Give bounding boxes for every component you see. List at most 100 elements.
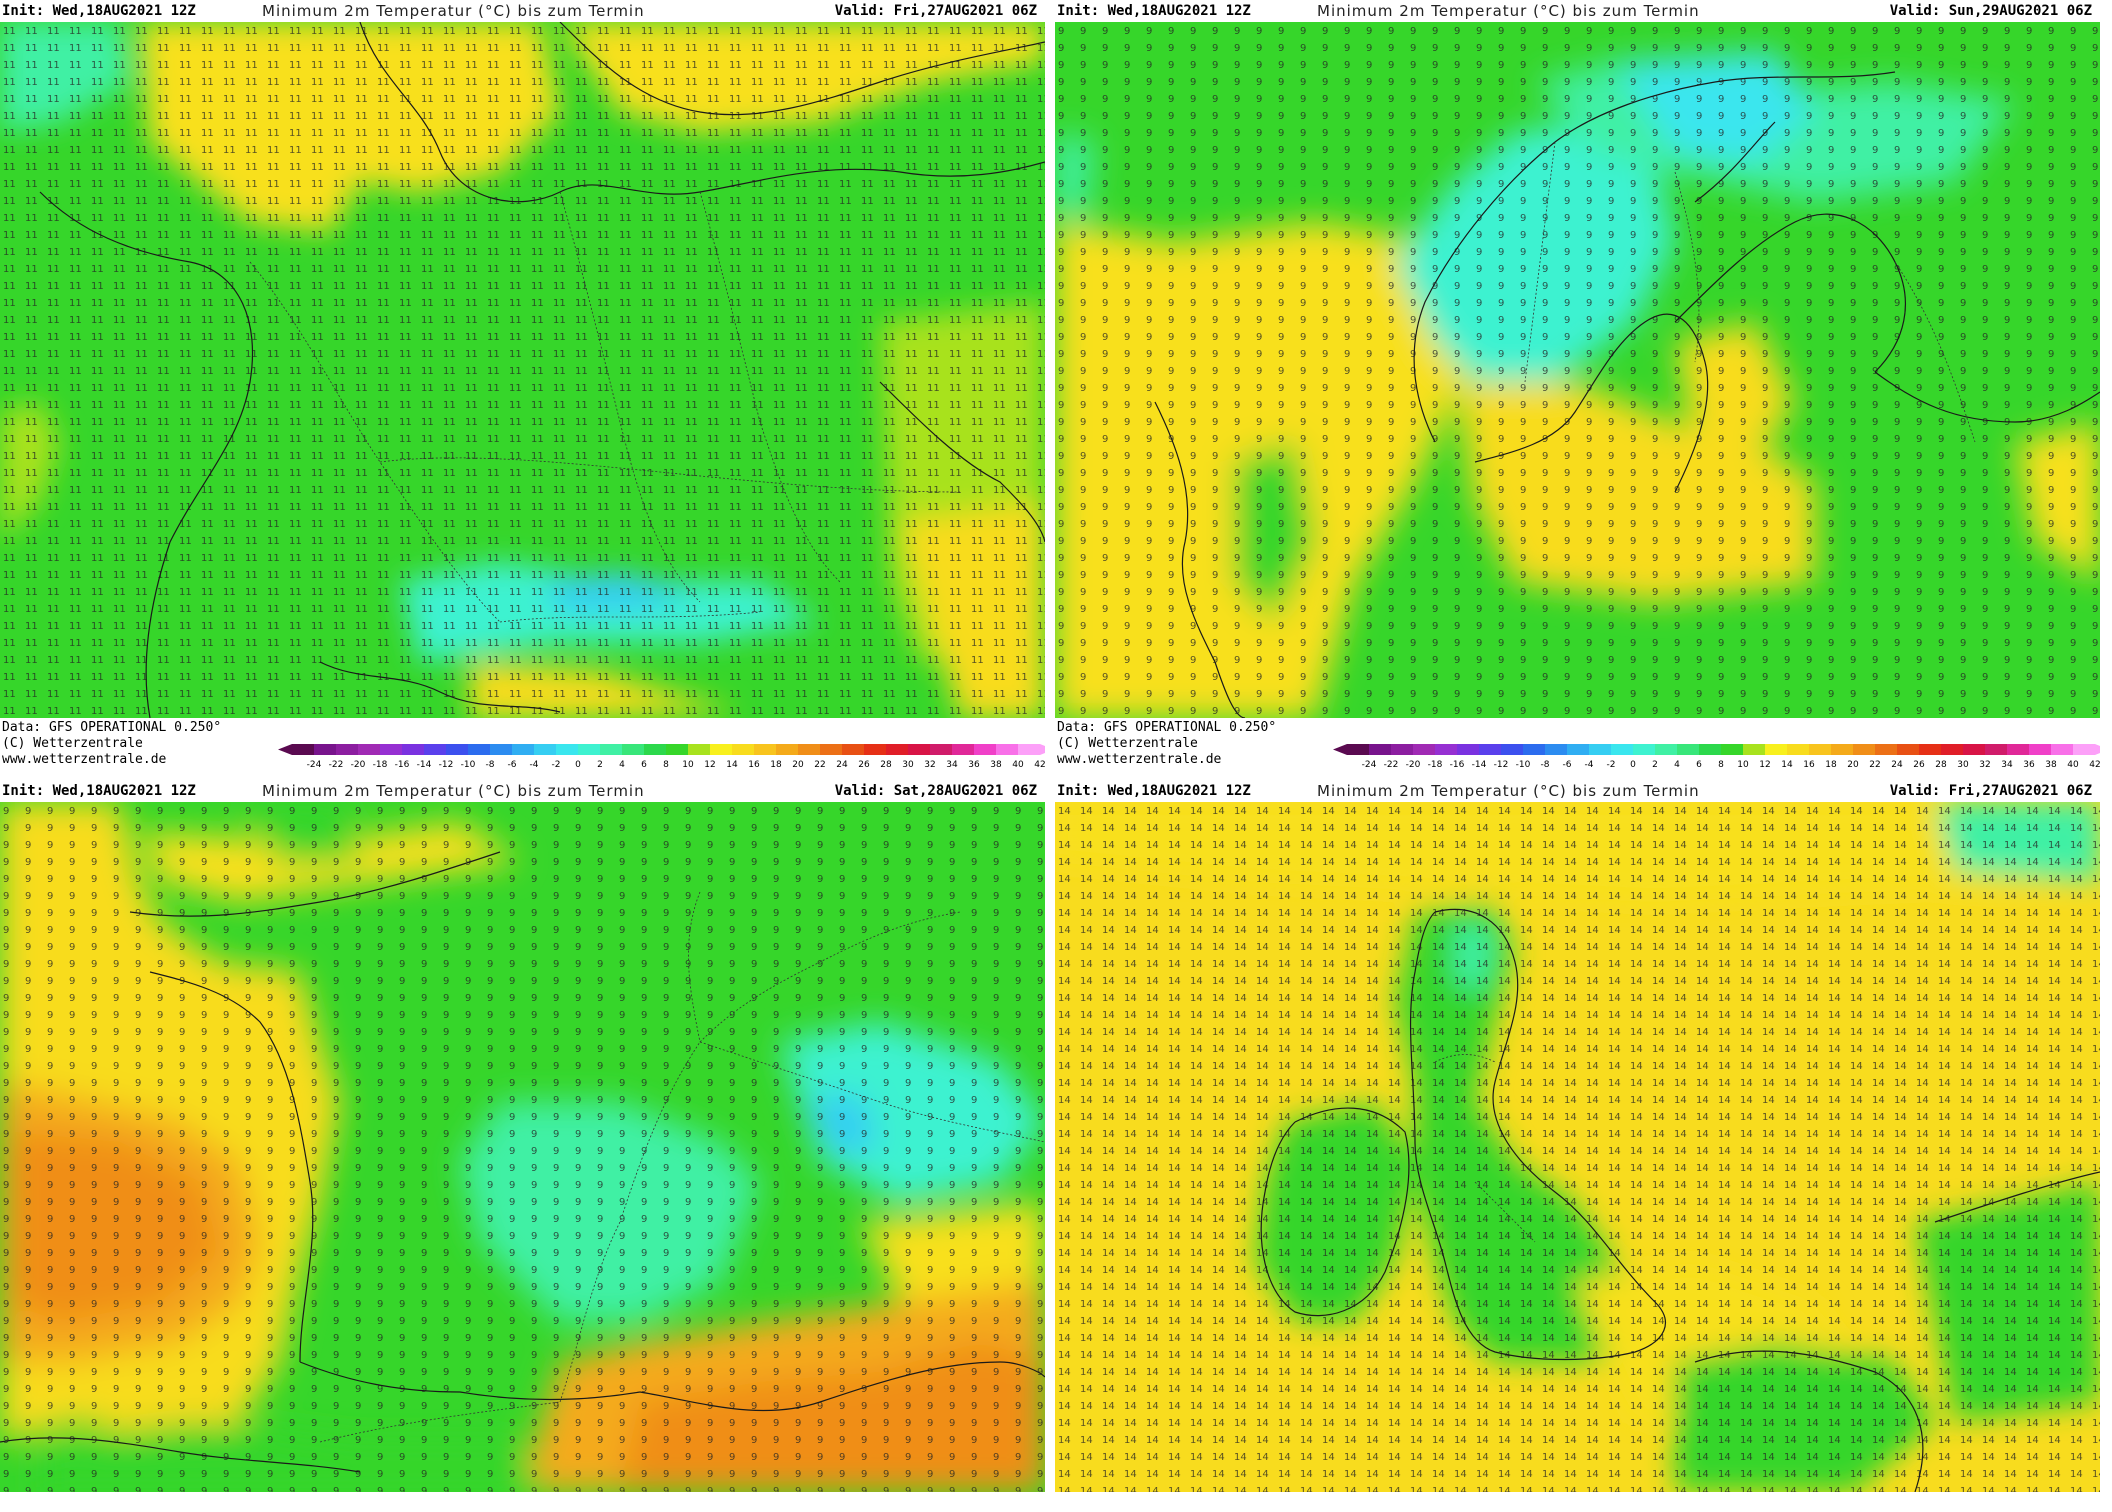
scale-tick-label: 34 bbox=[2001, 760, 2013, 770]
scale-tick-label: 4 bbox=[619, 760, 625, 770]
scale-tick-label: 0 bbox=[1630, 760, 1636, 770]
scale-swatch bbox=[644, 744, 666, 755]
scale-swatch bbox=[1919, 744, 1941, 755]
map-panel-central-europe: Init: Wed,18AUG2021 12Z Minimum 2m Tempe… bbox=[0, 0, 1045, 780]
scale-swatch bbox=[2007, 744, 2029, 755]
map-panel-france: Init: Wed,18AUG2021 12Z Minimum 2m Tempe… bbox=[0, 780, 1045, 1512]
scale-tick-label: 8 bbox=[663, 760, 669, 770]
scale-tick-label: 30 bbox=[1957, 760, 1969, 770]
scale-tick-label: 14 bbox=[726, 760, 738, 770]
scale-swatch bbox=[1369, 744, 1391, 755]
scale-swatch bbox=[1523, 744, 1545, 755]
scale-swatch bbox=[1545, 744, 1567, 755]
scale-swatch bbox=[534, 744, 556, 755]
scale-tick-label: 0 bbox=[575, 760, 581, 770]
scale-swatch bbox=[842, 744, 864, 755]
scale-tick-label: -24 bbox=[1362, 760, 1377, 770]
scale-tick-label: 6 bbox=[641, 760, 647, 770]
scale-tick-label: 14 bbox=[1781, 760, 1793, 770]
scale-swatch bbox=[1963, 744, 1985, 755]
scale-swatch bbox=[666, 744, 688, 755]
scale-swatch bbox=[512, 744, 534, 755]
scale-tick-label: 12 bbox=[1759, 760, 1770, 770]
scale-tick-label: -14 bbox=[417, 760, 432, 770]
scale-swatch bbox=[974, 744, 996, 755]
scale-swatch bbox=[358, 744, 380, 755]
scale-tick-label: 42 bbox=[2089, 760, 2100, 770]
map-title: Minimum 2m Temperatur (°C) bis zum Termi… bbox=[262, 2, 645, 20]
color-scale-legend: -24 -22 -20 -18 -16 -14 -12 -10 -8 -6 -4 -2 0 2 4 6 8 10 1… bbox=[1333, 744, 2100, 770]
scale-swatch bbox=[556, 744, 578, 755]
scale-swatch bbox=[1413, 744, 1435, 755]
scale-swatch bbox=[2073, 744, 2095, 755]
scale-tick-label: 32 bbox=[924, 760, 935, 770]
scale-tick-label: 18 bbox=[770, 760, 782, 770]
scale-arrow-high bbox=[1040, 744, 1045, 755]
scale-tick-label: 22 bbox=[1869, 760, 1880, 770]
scale-swatch bbox=[292, 744, 314, 755]
scale-tick-label: -8 bbox=[486, 760, 495, 770]
scale-swatch bbox=[732, 744, 754, 755]
panel-header: Init: Wed,18AUG2021 12Z Minimum 2m Tempe… bbox=[1055, 0, 2100, 22]
valid-time: Valid: Sat,28AUG2021 06Z bbox=[834, 783, 1037, 799]
scale-swatch bbox=[336, 744, 358, 755]
scale-tick-label: 28 bbox=[1935, 760, 1947, 770]
scale-tick-label: 20 bbox=[1847, 760, 1859, 770]
borders bbox=[1524, 141, 1976, 443]
color-scale-legend: -24 -22 -20 -18 -16 -14 -12 -10 -8 -6 -4 -2 0 2 4 6 8 10 1… bbox=[278, 744, 1045, 770]
scale-swatch bbox=[864, 744, 886, 755]
scale-swatch bbox=[798, 744, 820, 755]
scale-swatch bbox=[1391, 744, 1413, 755]
scale-swatch bbox=[1567, 744, 1589, 755]
scale-swatch bbox=[1875, 744, 1897, 755]
scale-tick-label: -18 bbox=[373, 760, 388, 770]
scale-tick-label: -16 bbox=[1450, 760, 1465, 770]
temperature-map: 14 bbox=[1055, 802, 2100, 1492]
scale-swatch bbox=[490, 744, 512, 755]
scale-swatch bbox=[820, 744, 842, 755]
scale-tick-label: 10 bbox=[682, 760, 694, 770]
map-panel-scandinavia: Init: Wed,18AUG2021 12Z Minimum 2m Tempe… bbox=[1055, 0, 2100, 780]
scale-swatch bbox=[1677, 744, 1699, 755]
scale-tick-label: 38 bbox=[990, 760, 1002, 770]
scale-swatch bbox=[908, 744, 930, 755]
scale-swatch bbox=[1897, 744, 1919, 755]
copyright: (C) Wetterzentrale bbox=[1057, 736, 1198, 751]
scale-swatch bbox=[314, 744, 336, 755]
scale-tick-label: -10 bbox=[1516, 760, 1531, 770]
data-source: Data: GFS OPERATIONAL 0.250° bbox=[2, 720, 222, 735]
valid-time: Valid: Sun,29AUG2021 06Z bbox=[1889, 3, 2092, 19]
scale-tick-label: 30 bbox=[902, 760, 914, 770]
scale-swatch bbox=[1831, 744, 1853, 755]
scale-swatch bbox=[1809, 744, 1831, 755]
scale-tick-label: 38 bbox=[2045, 760, 2057, 770]
scale-swatch bbox=[1721, 744, 1743, 755]
scale-swatch bbox=[952, 744, 974, 755]
scale-tick-label: 22 bbox=[814, 760, 825, 770]
scale-swatch bbox=[754, 744, 776, 755]
scale-tick-label: -8 bbox=[1541, 760, 1550, 770]
scale-swatch bbox=[996, 744, 1018, 755]
panel-header: Init: Wed,18AUG2021 12Z Minimum 2m Tempe… bbox=[1055, 780, 2100, 802]
coastlines bbox=[0, 851, 1045, 1473]
scale-swatch bbox=[1985, 744, 2007, 755]
scale-tick-label: -24 bbox=[307, 760, 322, 770]
scale-swatch bbox=[1655, 744, 1677, 755]
scale-tick-label: 36 bbox=[2023, 760, 2035, 770]
map-title: Minimum 2m Temperatur (°C) bis zum Termi… bbox=[262, 782, 645, 800]
scale-arrow-low bbox=[278, 744, 292, 755]
scale-swatch bbox=[1589, 744, 1611, 755]
website: www.wetterzentrale.de bbox=[1057, 752, 1222, 767]
scale-tick-label: 26 bbox=[858, 760, 870, 770]
init-time: Init: Wed,18AUG2021 12Z bbox=[2, 783, 196, 799]
panel-header: Init: Wed,18AUG2021 12Z Minimum 2m Tempe… bbox=[0, 780, 1045, 802]
scale-tick-label: 6 bbox=[1696, 760, 1702, 770]
scale-tick-label: -22 bbox=[1384, 760, 1399, 770]
copyright: (C) Wetterzentrale bbox=[2, 736, 143, 751]
scale-tick-label: 40 bbox=[2067, 760, 2079, 770]
scale-swatch bbox=[1611, 744, 1633, 755]
temperature-map: 9 bbox=[0, 802, 1045, 1492]
scale-tick-label: 18 bbox=[1825, 760, 1837, 770]
scale-tick-label: -10 bbox=[461, 760, 476, 770]
scale-swatch bbox=[1435, 744, 1457, 755]
